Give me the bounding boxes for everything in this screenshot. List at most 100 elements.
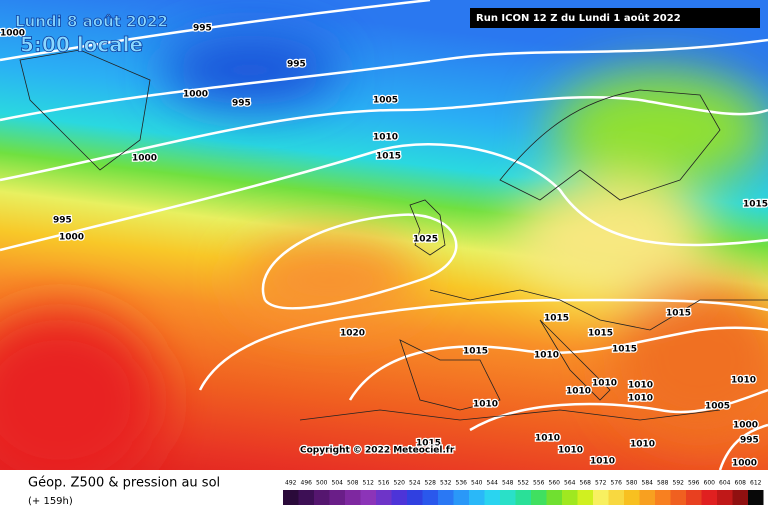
legend-swatch <box>422 490 438 505</box>
isobar-label: 1010 <box>534 351 559 361</box>
legend-label: 604 <box>719 480 731 487</box>
isobar-label: 1000 <box>59 233 84 243</box>
isobar-label: 1005 <box>373 96 398 106</box>
legend-label: 600 <box>704 480 716 487</box>
legend-swatch <box>608 490 624 505</box>
legend-swatch <box>314 490 330 505</box>
isobars <box>0 0 768 470</box>
isobar-label: 995 <box>287 60 306 70</box>
isobar-label: 1010 <box>628 394 653 404</box>
isobar-label: 1000 <box>733 421 758 431</box>
valid-time: 5:00 locale <box>20 33 143 57</box>
legend-swatch <box>438 490 454 505</box>
legend-label: 556 <box>533 480 545 487</box>
legend-label: 548 <box>502 480 514 487</box>
legend-label: 500 <box>316 480 328 487</box>
legend-label: 568 <box>580 480 592 487</box>
legend-label: 596 <box>688 480 700 487</box>
isobar-label: 1015 <box>743 200 768 210</box>
footer-title: Géop. Z500 & pression au sol <box>28 476 220 491</box>
legend-swatch <box>717 490 733 505</box>
legend-swatch <box>469 490 485 505</box>
isobar-label: 1015 <box>416 439 441 449</box>
isobar-label: 1010 <box>731 376 756 386</box>
isobar-label: 995 <box>232 99 251 109</box>
isobar-label: 1015 <box>463 347 488 357</box>
isobar-label: 1025 <box>413 235 438 245</box>
legend-swatch <box>593 490 609 505</box>
isobar-label: 1010 <box>535 434 560 444</box>
legend-swatch <box>577 490 593 505</box>
legend-swatch <box>701 490 717 505</box>
legend-label: 572 <box>595 480 607 487</box>
legend-swatch <box>407 490 423 505</box>
isobar-label: 1010 <box>473 400 498 410</box>
legend-swatch <box>639 490 655 505</box>
legend-label: 584 <box>642 480 654 487</box>
legend-label: 592 <box>673 480 685 487</box>
isobar-label: 995 <box>53 216 72 226</box>
legend-swatch <box>376 490 392 505</box>
isobar-label: 1010 <box>592 379 617 389</box>
legend-swatch <box>391 490 407 505</box>
isobar-label: 1000 <box>183 90 208 100</box>
color-legend: 492 496 500 504 508 512 516 520 524 528 532 536 540 5… <box>283 480 764 505</box>
legend-label: 580 <box>626 480 638 487</box>
legend-label: 532 <box>440 480 452 487</box>
footer-lead: (+ 159h) <box>28 496 73 507</box>
legend-swatch <box>298 490 314 505</box>
isobar-label: 1010 <box>373 133 398 143</box>
legend-label: 576 <box>611 480 623 487</box>
legend-swatch <box>283 490 299 505</box>
isobar-label: 1010 <box>630 440 655 450</box>
isobar-label: 1015 <box>376 152 401 162</box>
legend-label: 512 <box>363 480 375 487</box>
isobar-label: 1005 <box>705 402 730 412</box>
legend-swatch <box>345 490 361 505</box>
isobar-label: 1015 <box>612 345 637 355</box>
legend-label: 612 <box>750 480 762 487</box>
legend-label: 508 <box>347 480 359 487</box>
valid-date: Lundi 8 août 2022 <box>15 13 168 31</box>
legend-label: 536 <box>456 480 468 487</box>
copyright: Copyright © 2022 Meteociel.fr <box>300 446 455 456</box>
legend-label: 560 <box>549 480 561 487</box>
coastlines <box>19 49 768 421</box>
isobar-label: 1010 <box>590 457 615 467</box>
isobar-label: 1015 <box>666 309 691 319</box>
legend-swatch <box>624 490 640 505</box>
isobar-label: 1000 <box>732 459 757 469</box>
legend-swatch <box>686 490 702 505</box>
isobar-label: 1010 <box>628 381 653 391</box>
legend-swatch <box>484 490 500 505</box>
legend-swatch <box>453 490 469 505</box>
field-shading <box>0 35 768 490</box>
legend-label: 516 <box>378 480 390 487</box>
isobar-label: 995 <box>740 436 759 446</box>
legend-swatch <box>531 490 547 505</box>
legend-label: 540 <box>471 480 483 487</box>
isobar-label: 1020 <box>340 329 365 339</box>
legend-label: 528 <box>425 480 437 487</box>
legend-label: 588 <box>657 480 669 487</box>
isobar-label: 1000 <box>0 29 25 39</box>
legend-swatch <box>732 490 748 505</box>
legend-label: 544 <box>487 480 499 487</box>
legend-swatch <box>670 490 686 505</box>
legend-label: 520 <box>394 480 406 487</box>
legend-swatch <box>360 490 376 505</box>
legend-swatch <box>329 490 345 505</box>
legend-label: 552 <box>518 480 530 487</box>
legend-swatch <box>500 490 516 505</box>
legend-label: 504 <box>332 480 344 487</box>
isobar-label: 995 <box>193 24 212 34</box>
isobar-label: 1015 <box>544 314 569 324</box>
isobar-label: 1000 <box>132 154 157 164</box>
isobar-label: 1010 <box>558 446 583 456</box>
legend-label: 496 <box>301 480 313 487</box>
legend-swatch <box>546 490 562 505</box>
legend-swatch <box>515 490 531 505</box>
isobar-label: 1010 <box>566 387 591 397</box>
